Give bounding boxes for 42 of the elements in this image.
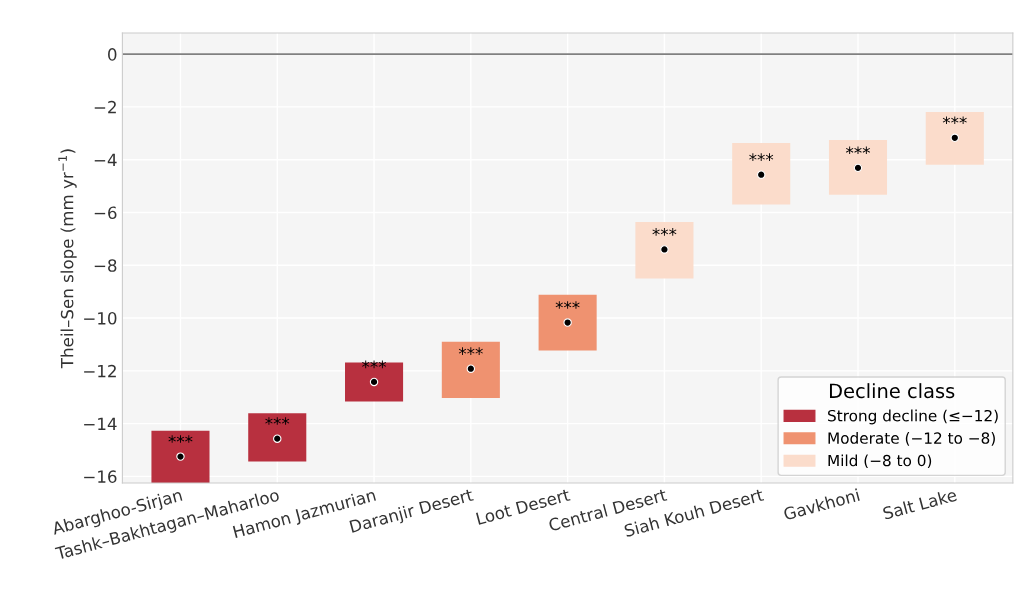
annotation: *** bbox=[555, 301, 580, 309]
y-tick-label: 0 bbox=[108, 48, 117, 61]
x-tick-label: Salt Lake bbox=[882, 488, 958, 520]
annotation: *** bbox=[845, 146, 870, 155]
bar bbox=[345, 362, 404, 402]
bar bbox=[441, 341, 500, 399]
y-tick-label: −12 bbox=[84, 364, 116, 378]
bar bbox=[635, 221, 694, 279]
point bbox=[176, 452, 185, 461]
bar bbox=[828, 139, 888, 195]
point bbox=[369, 377, 379, 387]
y-tick-label: −8 bbox=[94, 259, 117, 272]
y-axis-title: Theil–Sen slope (mm yr$^{−1}$) bbox=[58, 149, 77, 369]
annotation: *** bbox=[942, 116, 967, 124]
point bbox=[563, 318, 572, 327]
annotation: *** bbox=[652, 228, 677, 236]
y-tick-label: −2 bbox=[94, 100, 116, 114]
legend-title: Decline class bbox=[829, 383, 955, 399]
legend-label: Strong decline (≤−12) bbox=[828, 409, 998, 425]
point bbox=[853, 163, 863, 173]
point bbox=[756, 170, 766, 179]
annotation: *** bbox=[362, 360, 387, 369]
bar bbox=[151, 430, 210, 483]
annotation: *** bbox=[168, 435, 193, 443]
legend-label: Moderate (−12 to −8) bbox=[828, 432, 995, 446]
bar bbox=[732, 143, 791, 205]
y-tick-label: −10 bbox=[84, 312, 117, 325]
y-tick-label: −14 bbox=[84, 417, 117, 430]
legend-label: Mild (−8 to 0) bbox=[828, 454, 932, 469]
bar bbox=[248, 413, 307, 462]
y-tick-label: −4 bbox=[94, 153, 117, 167]
point bbox=[660, 245, 669, 254]
point bbox=[273, 434, 282, 443]
annotation: *** bbox=[749, 153, 774, 161]
bar bbox=[925, 111, 984, 165]
bar bbox=[538, 294, 597, 351]
point bbox=[466, 364, 476, 373]
annotation: *** bbox=[265, 417, 290, 425]
y-tick-label: −6 bbox=[94, 206, 117, 220]
y-tick-label: −16 bbox=[84, 470, 117, 483]
annotation: *** bbox=[458, 347, 483, 355]
point bbox=[950, 133, 960, 143]
